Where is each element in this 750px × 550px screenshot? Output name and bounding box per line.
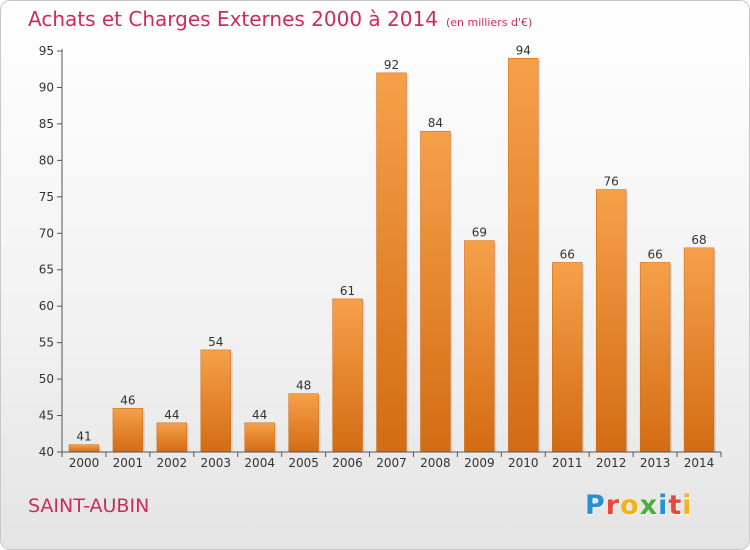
- bar-value-label: 94: [516, 43, 531, 57]
- axes-group: 40 45 50 55 60 65 70 75 80 85 90 95 2000 2001 2002 2003…: [39, 44, 722, 470]
- proxiti-logo: Proxiti: [585, 490, 693, 521]
- logo-letter: i: [682, 490, 693, 521]
- x-tick-label: 2007: [376, 456, 407, 470]
- bar-value-label: 68: [691, 233, 706, 247]
- bars-group: 41 46 44 54 44 48 61 92 84 69 94 66 76 66 68: [68, 43, 716, 453]
- x-tick-label: 2002: [157, 456, 188, 470]
- bar-value-label: 61: [340, 284, 355, 298]
- x-tick-label: 2011: [552, 456, 583, 470]
- y-tick-label: 85: [39, 117, 54, 131]
- bar-value-label: 54: [208, 335, 223, 349]
- y-tick-label: 90: [39, 80, 54, 94]
- bar: [595, 189, 627, 453]
- y-tick-label: 75: [39, 190, 54, 204]
- bar: [112, 408, 144, 453]
- bar-value-label: 44: [164, 408, 179, 422]
- bar: [200, 349, 231, 453]
- bar-value-label: 76: [604, 175, 619, 189]
- logo-letter: t: [668, 490, 683, 521]
- bar: [244, 422, 275, 453]
- y-tick-label: 60: [39, 299, 54, 313]
- x-tick-label: 2013: [640, 456, 671, 470]
- logo-letter: x: [639, 490, 659, 521]
- chart-title: Achats et Charges Externes 2000 à 2014 (e…: [28, 7, 532, 31]
- logo-letter: P: [585, 490, 606, 521]
- bar: [464, 240, 495, 453]
- x-tick-label: 2012: [596, 456, 627, 470]
- logo-letter: i: [658, 490, 669, 521]
- x-tick-label: 2003: [200, 456, 231, 470]
- y-tick-label: 50: [39, 372, 54, 386]
- bar-value-label: 92: [384, 58, 399, 72]
- bar: [639, 262, 671, 453]
- x-tick-label: 2006: [332, 456, 363, 470]
- x-tick-label: 2000: [69, 456, 100, 470]
- y-tick-label: 40: [39, 445, 54, 459]
- logo-letter: r: [605, 490, 621, 521]
- x-tick-label: 2014: [684, 456, 715, 470]
- chart-title-text: Achats et Charges Externes 2000 à 2014: [28, 7, 438, 31]
- bar-value-label: 66: [560, 247, 575, 261]
- x-tick-label: 2001: [113, 456, 144, 470]
- bar-value-label: 84: [428, 116, 443, 130]
- bar-value-label: 69: [472, 226, 487, 240]
- bar: [508, 58, 539, 453]
- x-tick-label: 2008: [420, 456, 451, 470]
- logo-letter: o: [620, 490, 640, 521]
- bar: [288, 393, 319, 453]
- bar-value-label: 41: [76, 430, 91, 444]
- y-tick-label: 65: [39, 263, 54, 277]
- bar-value-label: 46: [120, 393, 135, 407]
- x-tick-label: 2009: [464, 456, 495, 470]
- y-tick-label: 55: [39, 336, 54, 350]
- bar: [552, 262, 583, 453]
- bar: [683, 247, 715, 453]
- y-tick-label: 45: [39, 409, 54, 423]
- bar: [68, 444, 100, 453]
- y-tick-label: 70: [39, 226, 54, 240]
- y-tick-label: 80: [39, 153, 54, 167]
- bar: [420, 130, 451, 453]
- chart-subtitle: (en milliers d'€): [445, 16, 533, 29]
- x-tick-label: 2004: [244, 456, 275, 470]
- bar-value-label: 48: [296, 379, 311, 393]
- bar-value-label: 44: [252, 408, 267, 422]
- bar: [156, 422, 188, 453]
- x-tick-label: 2010: [508, 456, 539, 470]
- y-tick-label: 95: [39, 44, 54, 58]
- bar-value-label: 66: [647, 247, 662, 261]
- place-name: SAINT-AUBIN: [28, 495, 150, 517]
- x-tick-label: 2005: [288, 456, 319, 470]
- bar: [376, 72, 407, 453]
- bar: [332, 298, 363, 453]
